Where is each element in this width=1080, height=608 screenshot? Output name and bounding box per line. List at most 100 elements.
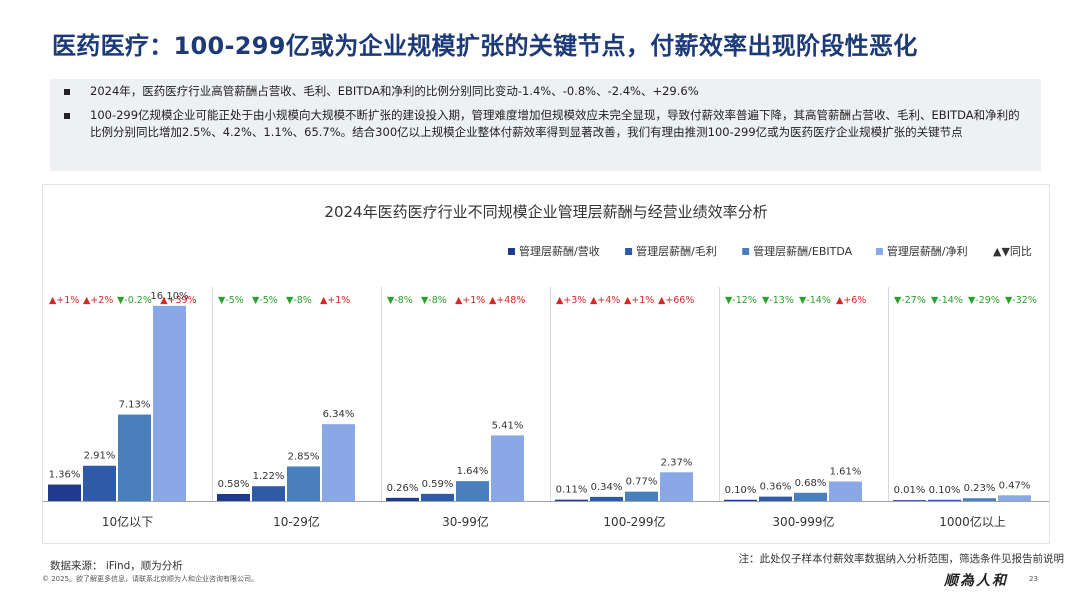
summary-box: 2024年，医药医疗行业高管薪酬占营收、毛利、EBITDA和净利的比例分别同比变… — [50, 79, 1041, 171]
data-label: 2.37% — [661, 457, 693, 468]
footnote: 注：此处仅子样本付薪效率数据纳入分析范围，筛选条件见报告前说明 — [738, 553, 1065, 565]
bar — [83, 465, 116, 501]
legend-label-3: 管理层薪酬/EBITDA — [753, 244, 852, 258]
brand-logo: 顺為人和 — [944, 573, 1008, 589]
data-label: 0.10% — [929, 485, 961, 496]
data-label: 2.91% — [84, 451, 116, 462]
data-label: 0.11% — [556, 485, 588, 496]
data-label: 0.34% — [591, 482, 623, 493]
bar — [660, 472, 693, 501]
x-tick-label: 300-999亿 — [772, 514, 834, 529]
bar — [590, 496, 623, 501]
bullet-square-icon — [64, 89, 70, 95]
summary-bullet-1: 2024年，医药医疗行业高管薪酬占营收、毛利、EBITDA和净利的比例分别同比变… — [64, 83, 1031, 100]
data-label: 16.10% — [150, 291, 188, 302]
data-label: 5.41% — [492, 420, 524, 431]
yoy-change-label: ▼-27% — [894, 295, 926, 306]
page-title: 医药医疗：100-299亿或为企业规模扩张的关键节点，付薪效率出现阶段性恶化 — [52, 32, 918, 60]
yoy-change-label: ▼-32% — [1005, 295, 1037, 306]
yoy-change-label: ▲+1% — [455, 295, 485, 306]
yoy-change-label: ▲+1% — [624, 295, 654, 306]
data-label: 0.58% — [218, 479, 250, 490]
yoy-change-label: ▼-13% — [762, 295, 794, 306]
bar — [386, 497, 419, 501]
yoy-change-label: ▲+39% — [160, 295, 196, 306]
x-tick-label: 10亿以下 — [102, 514, 153, 529]
data-label: 2.85% — [288, 451, 320, 462]
data-label: 0.59% — [422, 479, 454, 490]
data-label: 0.23% — [964, 483, 996, 494]
x-tick-label: 10-29亿 — [273, 514, 320, 529]
bar — [421, 493, 454, 501]
bar — [491, 435, 524, 501]
yoy-change-label: ▲+6% — [836, 295, 866, 306]
legend-swatch-4 — [875, 248, 883, 255]
yoy-change-label: ▼-5% — [252, 295, 278, 306]
chart-title: 2024年医药医疗行业不同规模企业管理层薪酬与经营业绩效率分析 — [324, 203, 767, 221]
legend-label-1: 管理层薪酬/营收 — [519, 244, 600, 258]
bar — [118, 414, 151, 501]
data-source: 数据来源： iFind，顺为分析 — [50, 560, 183, 572]
bar — [625, 491, 658, 501]
copyright: © 2025。欲了解更多信息，请联系北京顺为人和企业咨询有限公司。 — [42, 575, 259, 583]
data-label: 1.36% — [49, 470, 81, 481]
legend-label-4: 管理层薪酬/净利 — [887, 244, 968, 258]
data-label: 0.47% — [999, 480, 1031, 491]
bar — [724, 499, 757, 501]
bar — [48, 484, 81, 501]
data-label: 7.13% — [119, 400, 151, 411]
bar — [217, 493, 250, 501]
data-label: 0.10% — [725, 485, 757, 496]
bar — [893, 500, 926, 501]
data-label: 1.64% — [457, 466, 489, 477]
data-label: 1.61% — [830, 466, 862, 477]
data-label: 0.36% — [760, 482, 792, 493]
yoy-change-label: ▲+3% — [556, 295, 586, 306]
yoy-change-label: ▲+1% — [320, 295, 350, 306]
yoy-change-label: ▼-14% — [931, 295, 963, 306]
x-tick-label: 1000亿以上 — [939, 514, 1006, 529]
yoy-change-label: ▼-5% — [218, 295, 244, 306]
bar — [322, 424, 355, 501]
bar — [555, 499, 588, 501]
chart-panel: 2024年医药医疗行业不同规模企业管理层薪酬与经营业绩效率分析管理层薪酬/营收 管… — [42, 184, 1050, 544]
yoy-change-label: ▲+4% — [590, 295, 620, 306]
summary-text-1: 2024年，医药医疗行业高管薪酬占营收、毛利、EBITDA和净利的比例分别同比变… — [90, 84, 699, 98]
yoy-change-label: ▲+48% — [489, 295, 525, 306]
bar — [829, 481, 862, 501]
yoy-change-label: ▼-14% — [799, 295, 831, 306]
summary-bullet-2: 100-299亿规模企业可能正处于由小规模向大规模不断扩张的建设投入期，管理难度… — [64, 107, 1031, 141]
bar — [153, 305, 186, 501]
legend-swatch-3 — [742, 248, 750, 255]
yoy-change-label: ▼-8% — [387, 295, 413, 306]
yoy-change-label: ▲+66% — [658, 295, 694, 306]
data-label: 1.22% — [253, 471, 285, 482]
yoy-change-label: ▼-8% — [421, 295, 447, 306]
legend-label-2: 管理层薪酬/毛利 — [636, 244, 717, 258]
yoy-change-label: ▼-0.2% — [117, 295, 152, 306]
data-label: 0.01% — [894, 485, 926, 496]
bar — [963, 498, 996, 501]
x-tick-label: 100-299亿 — [603, 514, 665, 529]
data-label: 0.77% — [626, 477, 658, 488]
bar — [794, 492, 827, 501]
data-label: 6.34% — [323, 409, 355, 420]
bar — [759, 496, 792, 501]
data-label: 0.68% — [795, 478, 827, 489]
legend-swatch-2 — [625, 248, 633, 255]
x-tick-label: 30-99亿 — [442, 514, 489, 529]
bar — [252, 486, 285, 501]
bar — [456, 481, 489, 501]
yoy-change-label: ▼-8% — [286, 295, 312, 306]
bullet-square-icon — [64, 113, 70, 119]
legend-swatch-1 — [508, 248, 515, 255]
summary-text-2: 100-299亿规模企业可能正处于由小规模向大规模不断扩张的建设投入期，管理难度… — [90, 108, 1020, 139]
bar — [998, 495, 1031, 501]
yoy-change-label: ▼-29% — [968, 295, 1000, 306]
yoy-change-label: ▼-12% — [725, 295, 757, 306]
yoy-change-label: ▲+1% — [49, 295, 79, 306]
bar — [287, 466, 320, 501]
bar — [928, 499, 961, 501]
legend-yoy-label: ▲▼同比 — [993, 245, 1032, 258]
